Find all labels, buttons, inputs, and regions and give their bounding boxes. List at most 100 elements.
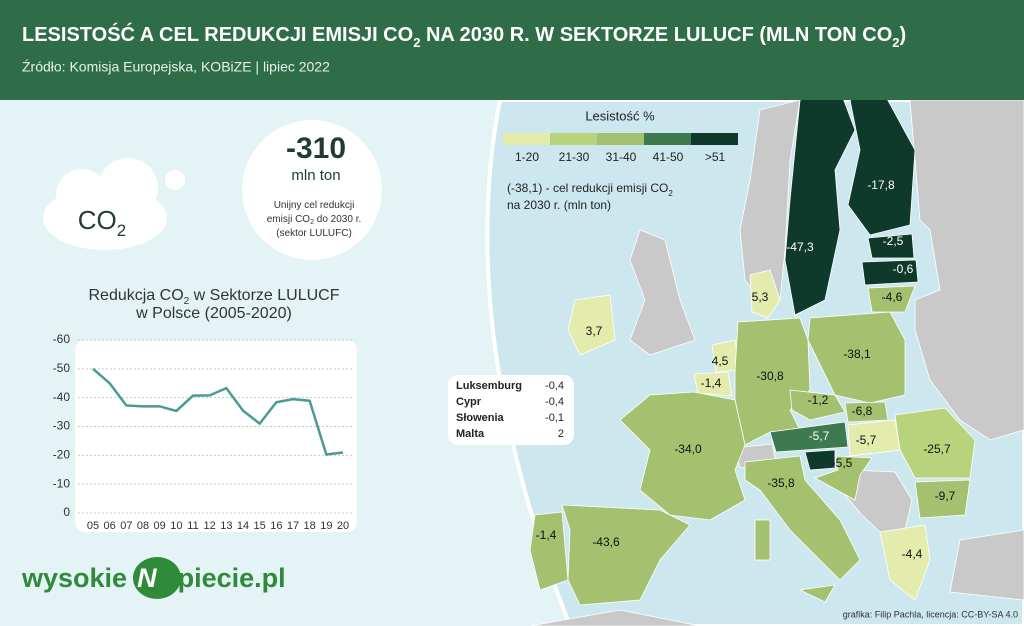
country [619, 391, 746, 521]
country [844, 401, 889, 423]
legend-label: 21-30 [559, 150, 590, 164]
country [867, 233, 915, 259]
country-label: -25,7 [923, 442, 951, 456]
country-label: -1,2 [808, 393, 829, 407]
small-name: Słowenia [456, 412, 505, 424]
text-part: (-38,1) - cel redukcji emisji CO [507, 181, 668, 195]
y-tick-label: -30 [53, 419, 71, 433]
y-tick-label: -20 [53, 448, 71, 462]
country-label: -0,6 [893, 262, 914, 276]
country [789, 389, 846, 421]
country-label: -4,4 [902, 547, 923, 561]
x-tick-label: 15 [254, 520, 266, 532]
small-value: -0,4 [545, 396, 564, 408]
legend-swatch [597, 133, 644, 145]
subscript: 2 [184, 296, 190, 307]
legend-swatch [550, 133, 597, 145]
target-unit: mln ton [291, 167, 340, 184]
country [867, 285, 916, 313]
logo-part: apiecie.pl [163, 563, 286, 593]
country-label: -5,7 [809, 429, 830, 443]
country-label: -5,7 [856, 433, 877, 447]
country [529, 511, 569, 591]
country [754, 519, 771, 561]
x-tick-label: 19 [320, 520, 332, 532]
country-label: -35,8 [767, 476, 795, 490]
country [744, 455, 861, 581]
x-tick-label: 16 [270, 520, 282, 532]
country [879, 524, 931, 601]
logo-part: N [137, 563, 157, 593]
text-part: (sektor LULUFC) [276, 228, 352, 239]
country-label: -9,7 [935, 489, 956, 503]
text: (-38,1) - cel redukcji emisji CO2 [507, 181, 673, 197]
logo-part: wysokie [21, 563, 127, 593]
text: w Polsce (2005-2020) [135, 305, 292, 322]
country [914, 479, 971, 519]
target-value: -310 [286, 132, 346, 165]
text-part: emisji CO [267, 214, 311, 225]
country [814, 455, 873, 501]
country [798, 584, 836, 603]
text-part: ) [900, 24, 907, 46]
small-name: Cypr [456, 396, 482, 408]
country [784, 89, 856, 316]
x-tick-label: 14 [237, 520, 249, 532]
target-circle [242, 120, 382, 260]
source: Źródło: Komisja Europejska, KOBiZE | lip… [22, 59, 330, 75]
legend-label: 31-40 [606, 150, 637, 164]
text: emisji CO2 do 2030 r. [267, 214, 362, 227]
x-tick-label: 12 [204, 520, 216, 532]
x-tick-label: 05 [87, 520, 99, 532]
text-part: NA 2030 R. W SEKTORZE LULUCF (MLN TON CO [420, 24, 892, 46]
logo-mark [133, 557, 181, 599]
header-bg [0, 0, 1024, 100]
country-label: -4,6 [882, 290, 903, 304]
small-box [448, 375, 574, 445]
text: na 2030 r. (mln ton) [507, 198, 611, 212]
land [529, 609, 701, 626]
text-part: do 2030 r. [314, 214, 361, 225]
subscript: 2 [310, 219, 314, 226]
text: Redukcja CO2 w Sektorze LULUCF [89, 287, 340, 307]
subscript: 2 [892, 35, 899, 50]
country-label: 3,7 [586, 324, 603, 338]
text-part: CO [78, 205, 117, 235]
x-tick-label: 09 [154, 520, 166, 532]
y-tick-label: 0 [63, 505, 70, 519]
x-tick-label: 18 [304, 520, 316, 532]
country-label: -1,4 [536, 528, 557, 542]
subscript: 2 [413, 35, 420, 50]
x-tick-label: 10 [170, 520, 182, 532]
legend-label: >51 [705, 150, 726, 164]
cloud [98, 158, 158, 218]
x-tick-label: 08 [137, 520, 149, 532]
country-label: 5,3 [752, 290, 769, 304]
small-name: Luksemburg [456, 380, 522, 392]
y-tick-label: -40 [53, 390, 71, 404]
legend-swatch [503, 133, 550, 145]
land [949, 529, 1024, 601]
country-label: -1,4 [701, 376, 722, 390]
text: CO2 [78, 205, 126, 240]
x-tick-label: 11 [187, 520, 198, 532]
text-part: Unijny cel redukcji [274, 200, 355, 211]
legend-swatch [644, 133, 691, 145]
logo-badge [133, 557, 181, 599]
y-tick-label: -50 [53, 361, 71, 375]
country-label: -38,1 [843, 347, 871, 361]
land [909, 99, 1024, 441]
legend-title: Lesistość % [585, 108, 655, 123]
country [861, 259, 919, 286]
country [847, 94, 916, 236]
legend-label: 1-20 [515, 150, 539, 164]
map [529, 89, 1024, 626]
country [567, 294, 616, 356]
credit: grafika: Filip Pachla, licencja: CC-BY-S… [843, 609, 1018, 619]
country-label: -47,3 [786, 240, 814, 254]
x-tick-label: 06 [104, 520, 116, 532]
small-value: 2 [558, 428, 564, 440]
x-tick-label: 07 [120, 520, 132, 532]
